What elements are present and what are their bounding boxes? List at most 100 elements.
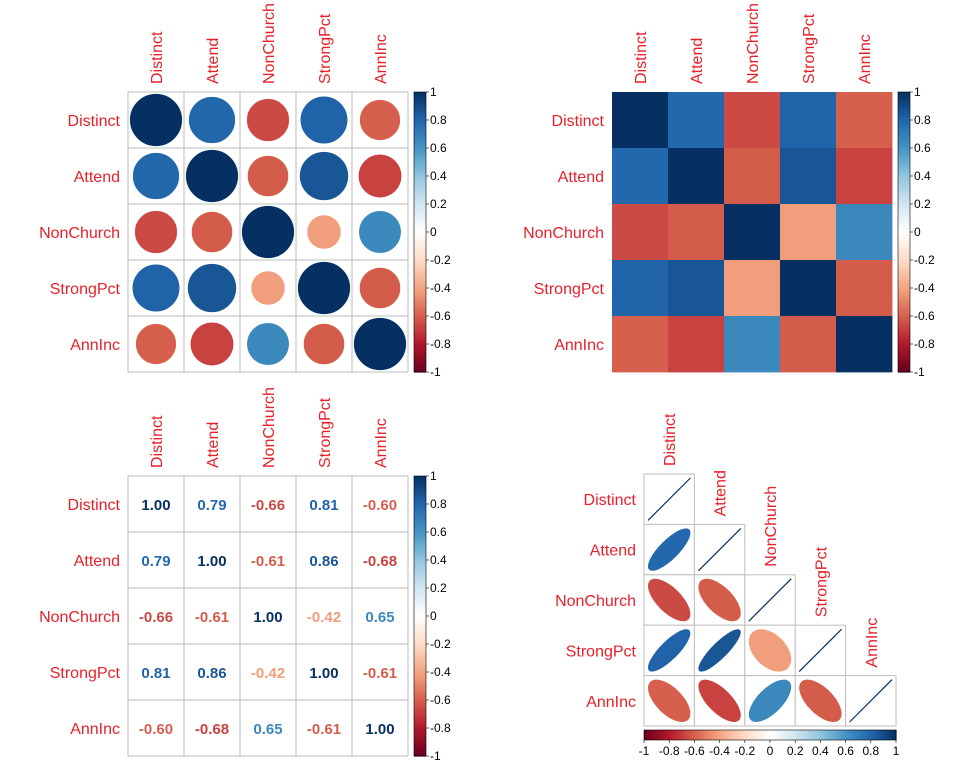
- circle-colorbar-band: [414, 125, 426, 129]
- circle-colorbar-band: [414, 346, 426, 351]
- ellipse-colorbar-band: [825, 730, 829, 740]
- number-cell-bg: [352, 588, 408, 644]
- ellipse-colorbar-band: [770, 730, 774, 740]
- color-colorbar-band: [898, 246, 910, 250]
- number-value-attend-strongpct: 0.86: [309, 553, 338, 570]
- ellipse-colorbar-band: [644, 730, 648, 740]
- color-colorbar-band: [898, 341, 910, 345]
- ellipse-colorbar-band: [739, 730, 743, 740]
- number-colorbar-band: [414, 557, 426, 561]
- ellipse-colorbar-band: [659, 730, 663, 740]
- color-col-label-strongpct: StrongPct: [801, 13, 818, 84]
- ellipse-colorbar-band: [651, 730, 655, 740]
- color-colorbar-band: [898, 330, 910, 334]
- color-colorbar-band: [898, 120, 910, 124]
- color-colorbar-band: [898, 251, 910, 255]
- number-value-distinct-attend: 0.79: [197, 497, 226, 514]
- circle-colorbar-band: [414, 282, 426, 286]
- color-row-label-nonchurch: NonChurch: [523, 225, 604, 242]
- color-cell-strongpct-distinct: [612, 260, 669, 317]
- circle-colorbar-band: [414, 352, 426, 356]
- color-colorbar-band: [898, 206, 910, 211]
- number-colorbar-band: [414, 658, 426, 662]
- number-colorbar-band: [414, 697, 426, 701]
- color-cell-anninc-anninc: [836, 316, 893, 373]
- color-colorbar-tick-label: 0.6: [914, 141, 931, 155]
- ellipse-colorbar-band: [664, 730, 668, 740]
- color-colorbar-band: [898, 212, 910, 216]
- number-colorbar-band: [414, 677, 426, 681]
- color-colorbar-band: [898, 293, 910, 297]
- circle-colorbar-band: [414, 293, 426, 297]
- number-cell-bg: [352, 532, 408, 588]
- number-colorbar-band: [414, 484, 426, 488]
- circle-colorbar-band: [414, 248, 426, 253]
- number-cell-bg: [296, 588, 352, 644]
- color-colorbar-band: [898, 190, 910, 194]
- color-cell-distinct-distinct: [612, 92, 669, 149]
- number-colorbar-band: [414, 610, 426, 614]
- number-value-nonchurch-anninc: 0.65: [365, 609, 394, 626]
- number-colorbar-band: [414, 476, 426, 480]
- color-colorbar-band: [898, 276, 910, 281]
- number-colorbar-band: [414, 562, 426, 567]
- number-col-label-distinct: Distinct: [149, 415, 166, 468]
- circle-mark-attend-anninc: [357, 153, 403, 199]
- circle-row-label-nonchurch: NonChurch: [39, 225, 120, 242]
- ellipse-colorbar-band: [817, 730, 821, 740]
- ellipse-colorbar-band: [722, 730, 726, 740]
- circle-colorbar-tick-label: 0.2: [430, 197, 447, 211]
- circle-colorbar-tick-label: 0: [430, 225, 437, 239]
- ellipse-colorbar-band: [749, 730, 753, 740]
- color-colorbar-band: [898, 136, 910, 141]
- ellipse-colorbar-band: [764, 730, 769, 740]
- color-colorbar-band: [898, 260, 910, 264]
- number-value-nonchurch-nonchurch: 1.00: [253, 609, 282, 626]
- ellipse-colorbar-band: [669, 730, 673, 740]
- color-colorbar-band: [898, 304, 910, 309]
- circle-colorbar-band: [414, 226, 426, 230]
- circle-mark-nonchurch-nonchurch: [241, 205, 295, 259]
- number-colorbar-band: [414, 739, 426, 743]
- ellipse-mark-anninc-nonchurch: [748, 679, 792, 722]
- ellipse-colorbar-band: [848, 730, 852, 740]
- circle-colorbar-band: [414, 321, 426, 325]
- ellipse-mark-anninc-attend: [698, 679, 741, 722]
- ellipse-colorbar-band: [775, 730, 779, 740]
- circle-colorbar-band: [414, 128, 426, 132]
- color-colorbar-band: [898, 282, 910, 286]
- color-colorbar-band: [898, 111, 910, 115]
- number-colorbar-band: [414, 618, 426, 623]
- color-correlation-panel: Distinct Attend NonChurch StrongPct AnnInc Di…: [523, 3, 935, 379]
- number-cell-bg: [296, 700, 352, 756]
- number-colorbar-band: [414, 582, 426, 586]
- circle-colorbar-band: [414, 330, 426, 334]
- ellipse-colorbar-band: [820, 730, 824, 740]
- color-row-label-anninc: AnnInc: [554, 337, 604, 354]
- number-colorbar-band: [414, 616, 426, 620]
- color-colorbar-band: [898, 159, 910, 163]
- color-colorbar-band: [898, 103, 910, 107]
- ellipse-colorbar-band: [707, 730, 711, 740]
- number-colorbar-band: [414, 666, 426, 670]
- color-colorbar-band: [898, 220, 910, 225]
- ellipse-colorbar-band: [704, 730, 708, 740]
- circle-colorbar-band: [414, 139, 426, 143]
- ellipse-row-label-distinct: Distinct: [584, 492, 637, 509]
- color-colorbar-band: [898, 302, 910, 306]
- color-colorbar-tick-label: 1: [914, 85, 921, 99]
- number-colorbar-band: [414, 742, 426, 746]
- circle-colorbar-tick-label: -1: [430, 365, 441, 379]
- circle-colorbar-band: [414, 184, 426, 188]
- color-colorbar-band: [898, 254, 910, 258]
- color-colorbar-band: [898, 285, 910, 289]
- circle-colorbar-band: [414, 201, 426, 205]
- color-col-label-nonchurch: NonChurch: [745, 3, 762, 84]
- color-colorbar-band: [898, 363, 910, 367]
- ellipse-colorbar-band: [759, 730, 764, 740]
- ellipse-correlation-panel: Distinct Attend NonChurch StrongPct AnnInc Di…: [555, 413, 900, 758]
- color-colorbar-band: [898, 355, 910, 359]
- number-colorbar-band: [414, 644, 426, 648]
- circle-colorbar-band: [414, 324, 426, 328]
